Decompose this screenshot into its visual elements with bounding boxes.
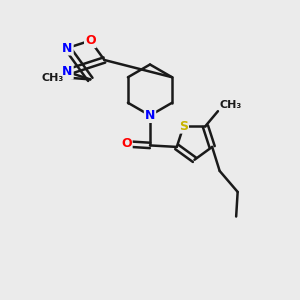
Text: S: S [179,120,188,133]
Text: N: N [62,65,73,79]
Text: O: O [85,34,96,47]
Text: CH₃: CH₃ [219,100,242,110]
Text: N: N [62,41,73,55]
Text: O: O [121,137,132,150]
Text: N: N [145,109,155,122]
Text: CH₃: CH₃ [41,73,64,83]
